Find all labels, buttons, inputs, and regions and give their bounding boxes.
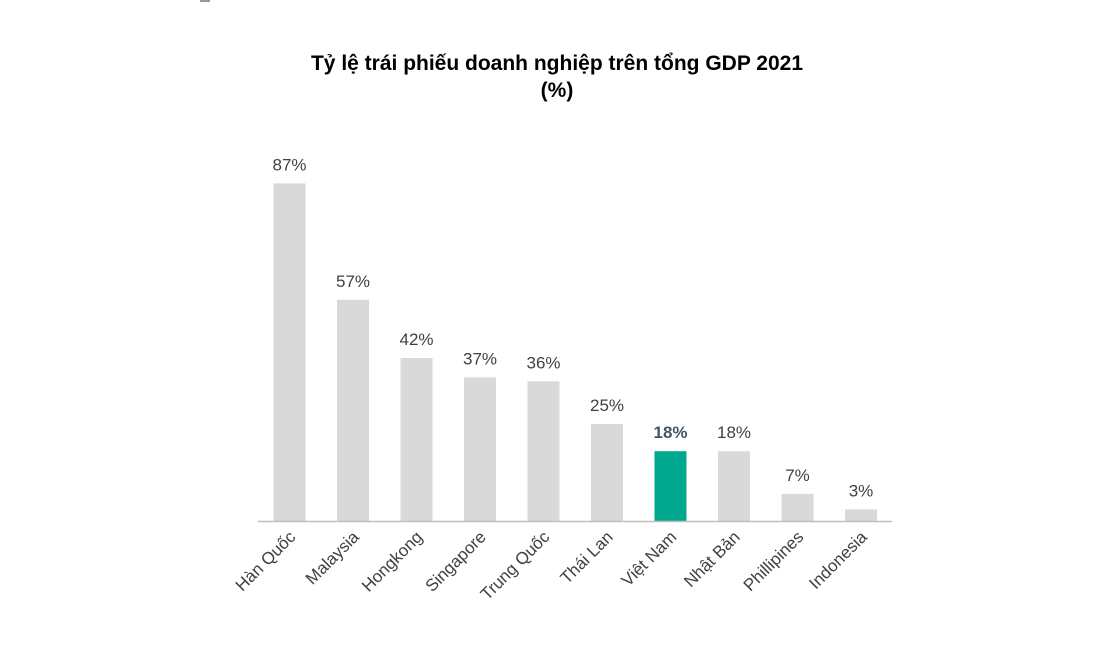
category-label-0: Hàn Quốc xyxy=(232,527,300,595)
chart-title-block: Tỷ lệ trái phiếu doanh nghiệp trên tổng … xyxy=(0,50,1114,104)
bar-7 xyxy=(718,451,750,521)
value-label-8: 7% xyxy=(785,466,810,485)
value-label-3: 37% xyxy=(463,349,497,368)
value-label-0: 87% xyxy=(272,155,306,174)
chart-subtitle: (%) xyxy=(540,79,574,102)
category-label-8: Phillipines xyxy=(740,527,808,595)
value-label-5: 25% xyxy=(590,396,624,415)
value-label-2: 42% xyxy=(399,330,433,349)
corner-mark xyxy=(200,0,210,2)
chart-title: Tỷ lệ trái phiếu doanh nghiệp trên tổng … xyxy=(310,52,803,75)
category-label-1: Malaysia xyxy=(302,527,363,588)
value-label-1: 57% xyxy=(336,272,370,291)
category-label-2: Hongkong xyxy=(358,527,426,595)
bar-9 xyxy=(845,509,877,521)
bar-3 xyxy=(464,377,496,521)
bar-4 xyxy=(527,381,560,521)
category-label-9: Indonesia xyxy=(805,527,871,593)
value-label-4: 36% xyxy=(526,353,560,372)
category-label-4: Trung Quốc xyxy=(477,527,554,604)
bars-group xyxy=(273,183,877,521)
bar-2 xyxy=(400,358,433,521)
value-label-7: 18% xyxy=(717,423,751,442)
value-label-9: 3% xyxy=(849,481,874,500)
value-label-6: 18% xyxy=(653,423,687,442)
category-label-6: Việt Nam xyxy=(618,527,681,590)
category-label-5: Thái Lan xyxy=(557,527,617,587)
bar-8 xyxy=(781,493,814,521)
bar-1 xyxy=(337,299,369,521)
bar-0 xyxy=(273,183,306,521)
bar-6 xyxy=(654,451,687,521)
category-label-3: Singapore xyxy=(422,527,490,595)
category-label-7: Nhật Bản xyxy=(680,527,744,591)
bar-5 xyxy=(591,424,623,521)
value-labels-group: 87% 57% 42% 37% 36% 25% 18% 18% 7% 3% xyxy=(272,155,873,500)
